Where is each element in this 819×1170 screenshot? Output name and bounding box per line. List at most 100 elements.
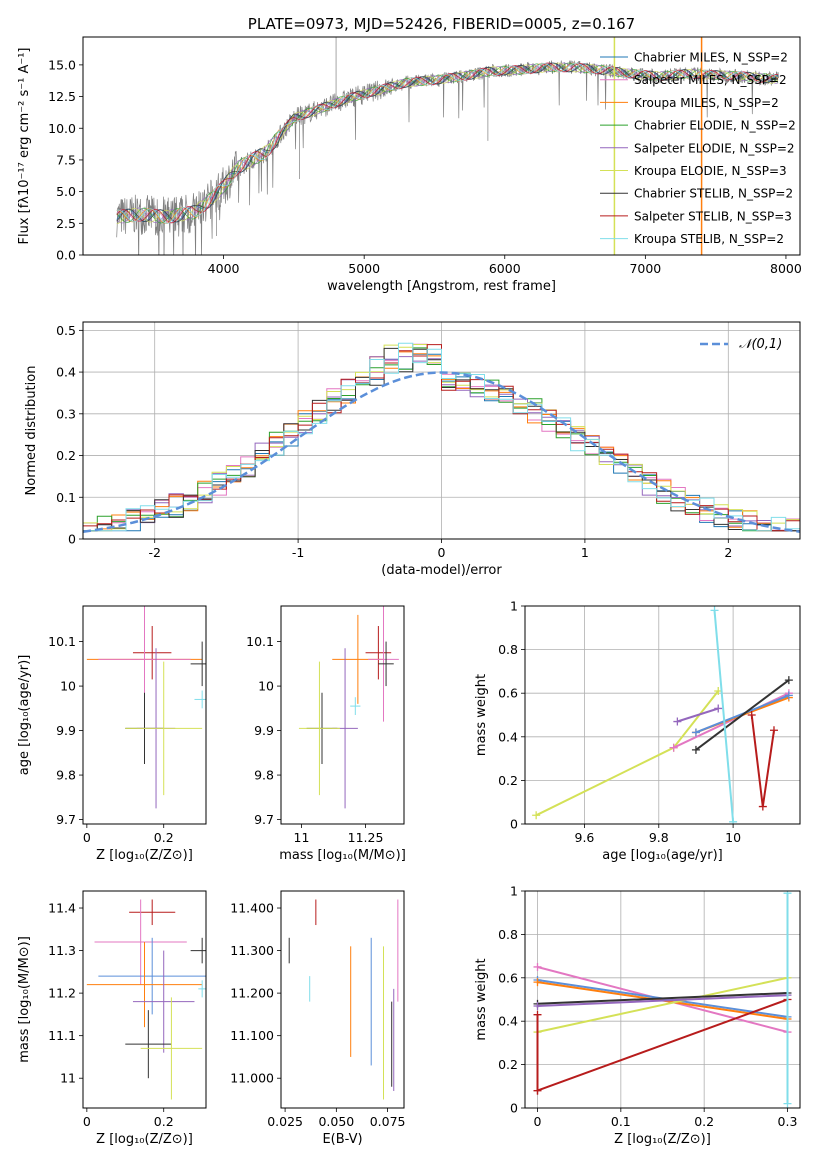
legend-label: Chabrier STELIB, N_SSP=2 — [634, 187, 793, 201]
data-point-marker — [714, 704, 723, 713]
y-tick-label: 10 — [258, 679, 274, 694]
panel-spectrum: 4000 5000 6000 7000 8000 0.0 2.5 5.0 7.5 10.0 12.5… — [17, 15, 802, 294]
x-tick-label: 0 — [83, 830, 91, 845]
data-point-marker — [784, 676, 793, 685]
x-tick-label: 9.6 — [575, 830, 595, 845]
x-tick-label: 0.050 — [318, 1114, 354, 1129]
y-tick-label: 0.2 — [56, 448, 76, 463]
y-tick-label: 12.5 — [48, 89, 76, 104]
y-tick-label: 11.1 — [48, 1028, 76, 1043]
data-point-marker — [673, 717, 682, 726]
x-tick-label: 8000 — [770, 261, 802, 276]
panel-age_vs_Z: 0 0.2 9.7 9.8 9.9 10 10.1 Z [log₁₀(Z/Z⊙)] age [l… — [17, 605, 207, 863]
model-line — [116, 62, 779, 223]
y-tick-label: 2.5 — [56, 216, 76, 231]
series-line — [537, 994, 788, 1007]
x-tick-label: 0.075 — [370, 1114, 406, 1129]
model-line — [116, 62, 779, 224]
axes-frame — [82, 36, 801, 256]
plot-area — [298, 606, 399, 809]
y-tick-label: 11 — [60, 1071, 76, 1086]
y-axis-label: mass [log₁₀(M/M⊙)] — [17, 936, 32, 1063]
data-point-marker — [533, 1010, 542, 1019]
y-axis-label: Normed distribution — [24, 366, 39, 496]
x-axis-label: (data-model)/error — [381, 563, 502, 578]
y-tick-label: 9.8 — [56, 768, 76, 783]
y-tick-label: 0.5 — [56, 323, 76, 338]
legend-label: Chabrier ELODIE, N_SSP=2 — [634, 119, 796, 133]
data-point-marker — [669, 743, 678, 752]
series-line — [535, 690, 719, 817]
y-tick-label: 11.4 — [48, 901, 76, 916]
model-line — [116, 62, 779, 225]
x-axis-label: Z [log₁₀(Z/Z⊙)] — [614, 1132, 711, 1147]
x-tick-label: 0.2 — [154, 1114, 174, 1129]
x-tick-label: 11 — [294, 830, 310, 845]
model-line — [116, 62, 779, 224]
y-tick-label: 0.0 — [56, 248, 76, 263]
legend-label: Salpeter MILES, N_SSP=2 — [634, 73, 787, 87]
axes-frame — [280, 605, 405, 825]
data-point-marker — [533, 962, 542, 971]
y-tick-label: 5.0 — [56, 184, 76, 199]
plot-area — [116, 37, 780, 255]
y-tick-label: 0.6 — [498, 970, 518, 985]
panel-age_vs_mass: 11 11.25 9.7 9.8 9.9 10 10.1 mass [log₁₀(M/M⊙)] — [246, 605, 406, 863]
panel-mass_vs_ebv: 0.025 0.050 0.075 11.000 11.100 11.200 11.300 1… — [230, 890, 406, 1147]
x-tick-label: -1 — [292, 545, 304, 560]
normal-curve — [83, 371, 800, 533]
histogram-line — [83, 342, 800, 532]
data-point-marker — [769, 726, 778, 735]
y-axis-label: Flux [fλ10⁻¹⁷ erg cm⁻² s⁻¹ A⁻¹] — [17, 48, 32, 245]
x-tick-label: 9.8 — [649, 830, 669, 845]
y-tick-label: 0.4 — [498, 729, 518, 744]
y-tick-label: 11.3 — [48, 943, 76, 958]
data-point-marker — [691, 728, 700, 737]
x-tick-label: 11.25 — [348, 830, 384, 845]
y-axis-label: mass weight — [474, 674, 489, 756]
x-tick-label: 5000 — [348, 261, 380, 276]
x-tick-label: 0 — [438, 545, 446, 560]
y-tick-label: 0 — [510, 817, 518, 832]
y-tick-label: 11.100 — [230, 1028, 274, 1043]
data-point-marker — [747, 711, 756, 719]
y-tick-label: 10.1 — [246, 634, 274, 649]
axes-frame — [280, 890, 405, 1109]
x-axis-label: mass [log₁₀(M/M⊙)] — [279, 848, 406, 863]
data-point-marker — [532, 811, 541, 820]
y-tick-label: 0.8 — [498, 642, 518, 657]
plot-area — [83, 322, 800, 539]
x-tick-label: 1 — [581, 545, 589, 560]
y-tick-label: 10.1 — [48, 634, 76, 649]
y-tick-label: 15.0 — [48, 57, 76, 72]
x-tick-label: 4000 — [208, 261, 240, 276]
data-point-marker — [533, 1002, 542, 1011]
series-line — [677, 707, 719, 723]
axes-frame — [82, 321, 801, 540]
y-tick-label: 11.2 — [48, 986, 76, 1001]
x-axis-label: Z [log₁₀(Z/Z⊙)] — [96, 1132, 193, 1147]
data-point-marker — [691, 745, 700, 754]
x-tick-label: 7000 — [629, 261, 661, 276]
axes-frame — [82, 605, 207, 825]
y-tick-label: 0.4 — [498, 1014, 518, 1029]
panel-massweight_vs_age: 9.6 9.8 10 0 0.2 0.4 0.6 0.8 1 age [log₁₀(age/yr)… — [474, 599, 801, 863]
data-point-marker — [533, 978, 542, 987]
x-axis-label: wavelength [Angstrom, rest frame] — [327, 279, 556, 294]
series-line — [537, 992, 788, 1005]
chart-title: PLATE=0973, MJD=52426, FIBERID=0005, z=0… — [248, 15, 635, 33]
series-line — [750, 714, 775, 807]
series-line — [537, 966, 788, 1033]
y-tick-label: 0.4 — [56, 365, 76, 380]
plot-area — [288, 899, 399, 1100]
x-tick-label: 0.2 — [154, 830, 174, 845]
legend-label: Chabrier MILES, N_SSP=2 — [634, 51, 788, 65]
x-tick-label: 0.025 — [267, 1114, 303, 1129]
y-axis-label: age [log₁₀(age/yr)] — [17, 655, 32, 776]
data-point-marker — [758, 802, 767, 811]
data-point-marker — [783, 1099, 792, 1108]
series-line — [537, 998, 788, 1092]
x-tick-label: 0.2 — [694, 1114, 714, 1129]
data-point-marker — [710, 606, 719, 615]
x-tick-label: 10 — [725, 830, 741, 845]
